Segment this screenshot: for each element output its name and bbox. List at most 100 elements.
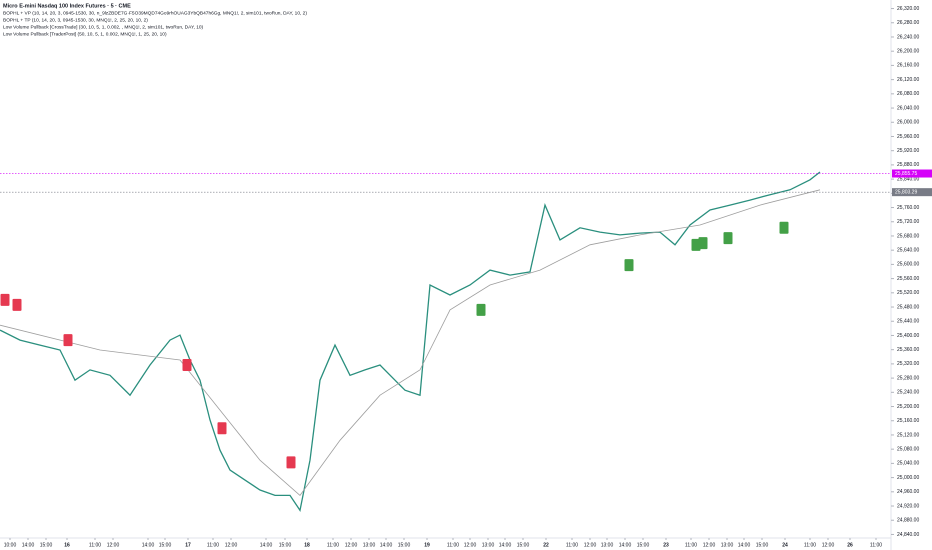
y-tick-label: 25,760.00 <box>897 205 919 211</box>
x-tick-label: 24 <box>782 542 788 548</box>
x-tick-label: 14:00 <box>499 542 512 548</box>
x-tick-label: 11:00 <box>447 542 459 548</box>
y-tick-label: 25,400.00 <box>897 333 919 339</box>
signal-marker <box>723 232 733 245</box>
x-tick-label: 11:00 <box>804 542 816 548</box>
x-tick-label: 13:00 <box>601 542 614 548</box>
x-tick-label: 15:00 <box>159 542 172 548</box>
x-tick-label: 23 <box>663 542 669 548</box>
x-tick-label: 15:00 <box>637 542 650 548</box>
y-tick-label: 25,160.00 <box>897 418 919 424</box>
x-tick-label: 15:00 <box>398 542 411 548</box>
signal-marker <box>691 238 701 251</box>
signal-marker <box>624 259 634 272</box>
x-tick-label: 12:00 <box>464 542 477 548</box>
y-tick-label: 25,520.00 <box>897 290 919 296</box>
x-tick-label: 11:00 <box>327 542 339 548</box>
indicator-label: BOPHL + TP (10, 14, 20, 3, 0945-1530, 30… <box>3 17 148 23</box>
x-tick-label: 15:00 <box>517 542 530 548</box>
x-tick-label: 22 <box>543 542 549 548</box>
x-tick-label: 14:00 <box>142 542 155 548</box>
y-tick-label: 26,280.00 <box>897 20 919 26</box>
price-tag <box>892 169 932 178</box>
y-tick-label: 26,160.00 <box>897 63 919 69</box>
x-tick-label: 12:00 <box>584 542 597 548</box>
x-tick-label: 14:00 <box>22 542 35 548</box>
x-tick-label: 12:00 <box>107 542 120 548</box>
indicator-label: Low Volume Pullback [CrossTrade] (30, 10… <box>3 24 204 30</box>
x-tick-label: 15:00 <box>40 542 53 548</box>
y-tick-label: 24,960.00 <box>897 489 919 495</box>
price-line <box>0 189 821 496</box>
y-tick-label: 24,840.00 <box>897 532 919 538</box>
y-tick-label: 25,320.00 <box>897 361 919 367</box>
x-tick-label: 14:00 <box>738 542 751 548</box>
signal-marker <box>182 358 192 371</box>
y-tick-label: 24,880.00 <box>897 518 919 524</box>
chart-title: Micro E-mini Nasdaq 100 Index Futures · … <box>3 3 131 9</box>
y-tick-label: 25,360.00 <box>897 347 919 353</box>
x-tick-label: 19 <box>424 542 430 548</box>
y-tick-label: 25,240.00 <box>897 390 919 396</box>
signal-marker <box>12 298 22 311</box>
indicator-label: BOPHL + VP (10, 14, 20, 3, 0945-1530, 30… <box>3 10 307 16</box>
y-tick-label: 26,320.00 <box>897 6 919 12</box>
y-tick-label: 25,840.00 <box>897 176 919 182</box>
x-tick-label: 18 <box>304 542 310 548</box>
x-tick-label: 10:00 <box>4 542 17 548</box>
signal-marker <box>217 422 227 435</box>
x-tick-label: 11:00 <box>870 542 882 548</box>
signal-marker <box>779 221 789 234</box>
y-tick-label: 25,560.00 <box>897 276 919 282</box>
x-tick-label: 14:00 <box>380 542 393 548</box>
header: Micro E-mini Nasdaq 100 Index Futures · … <box>3 3 307 37</box>
x-tick-label: 11:00 <box>89 542 101 548</box>
price-tag-label: 25,803.29 <box>895 189 917 195</box>
x-tick-label: 15:00 <box>279 542 292 548</box>
signal-marker <box>698 237 708 250</box>
y-tick-label: 25,080.00 <box>897 446 919 452</box>
x-tick-label: 11:00 <box>207 542 219 548</box>
y-tick-label: 25,600.00 <box>897 262 919 268</box>
y-tick-label: 26,040.00 <box>897 105 919 111</box>
y-tick-label: 26,240.00 <box>897 34 919 40</box>
x-tick-label: 26 <box>847 542 853 548</box>
x-tick-label: 12:00 <box>703 542 716 548</box>
signal-marker <box>286 456 296 469</box>
y-tick-label: 25,440.00 <box>897 319 919 325</box>
signal-marker <box>0 293 10 306</box>
x-tick-label: 13:00 <box>363 542 376 548</box>
x-tick-label: 14:00 <box>619 542 632 548</box>
price-line <box>0 171 821 512</box>
x-tick-label: 15:00 <box>756 542 769 548</box>
y-tick-label: 26,120.00 <box>897 77 919 83</box>
y-tick-label: 25,880.00 <box>897 162 919 168</box>
signal-marker <box>63 334 73 347</box>
x-tick-label: 12:00 <box>225 542 238 548</box>
y-tick-label: 25,200.00 <box>897 404 919 410</box>
y-tick-label: 25,920.00 <box>897 148 919 154</box>
signal-marker <box>476 303 486 316</box>
y-tick-label: 25,960.00 <box>897 134 919 140</box>
x-tick-label: 11:00 <box>685 542 697 548</box>
y-tick-label: 25,040.00 <box>897 461 919 467</box>
indicator-label: Low Volume Pullback [TraderPost] (50, 10… <box>3 31 167 37</box>
x-tick-label: 14:00 <box>260 542 273 548</box>
price-tag <box>892 188 932 197</box>
y-tick-label: 25,720.00 <box>897 219 919 225</box>
y-tick-label: 26,000.00 <box>897 120 919 126</box>
x-tick-label: 11:00 <box>566 542 578 548</box>
x-tick-label: 12:00 <box>822 542 835 548</box>
x-tick-label: 17 <box>185 542 191 548</box>
y-tick-label: 25,120.00 <box>897 432 919 438</box>
x-tick-label: 13:00 <box>721 542 734 548</box>
y-tick-label: 25,280.00 <box>897 375 919 381</box>
x-tick-label: 16 <box>64 542 70 548</box>
y-tick-label: 25,480.00 <box>897 304 919 310</box>
price-tag-label: 25,855.75 <box>895 171 917 177</box>
y-tick-label: 26,200.00 <box>897 49 919 55</box>
y-tick-label: 25,640.00 <box>897 248 919 254</box>
y-tick-label: 25,000.00 <box>897 475 919 481</box>
